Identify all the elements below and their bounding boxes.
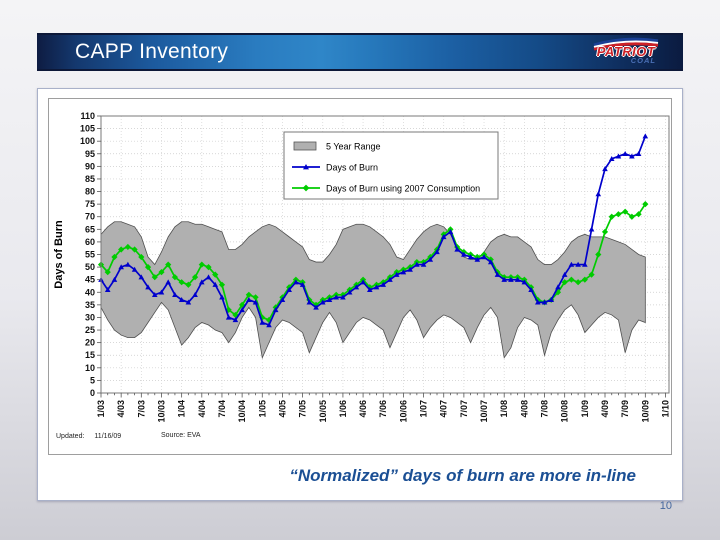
svg-text:7/08: 7/08 (540, 400, 550, 418)
svg-text:1/06: 1/06 (338, 400, 348, 418)
svg-text:10/03: 10/03 (156, 400, 166, 423)
svg-text:1/05: 1/05 (257, 400, 267, 418)
svg-text:10/08: 10/08 (560, 400, 570, 423)
series-line-1 (100, 203, 647, 322)
svg-text:1/09: 1/09 (580, 400, 590, 418)
legend-label-0: 5 Year Range (326, 142, 381, 152)
svg-text:25: 25 (85, 325, 95, 335)
svg-text:7/05: 7/05 (298, 400, 308, 418)
logo-word-patriot: PATRIOT (596, 44, 656, 59)
caption: “Normalized” days of burn are more in-li… (289, 466, 636, 485)
svg-text:1/03: 1/03 (96, 400, 106, 418)
svg-text:55: 55 (85, 250, 95, 260)
logo-swoosh-icon (593, 37, 659, 51)
svg-text:75: 75 (85, 199, 95, 209)
source-label: Source: (161, 432, 186, 439)
svg-text:70: 70 (85, 212, 95, 222)
series-line-0 (100, 135, 647, 327)
svg-text:1/04: 1/04 (177, 400, 187, 418)
svg-text:95: 95 (85, 149, 95, 159)
five-year-range-band (100, 221, 646, 360)
svg-text:1/08: 1/08 (499, 400, 509, 418)
svg-text:4/05: 4/05 (277, 400, 287, 418)
updated-value: 11/16/09 (94, 433, 122, 440)
svg-text:100: 100 (80, 136, 95, 146)
svg-text:0: 0 (90, 388, 95, 398)
svg-text:90: 90 (85, 161, 95, 171)
svg-text:50: 50 (85, 262, 95, 272)
legend-label-2: Days of Burn using 2007 Consumption (326, 184, 480, 194)
svg-text:5: 5 (90, 375, 95, 385)
svg-text:7/04: 7/04 (217, 400, 227, 418)
patriot-coal-logo: PATRIOT COAL (593, 37, 659, 69)
svg-text:10/06: 10/06 (398, 400, 408, 423)
y-axis-title: Days of Burn (53, 220, 65, 289)
svg-text:1/07: 1/07 (419, 400, 429, 418)
updated-label: Updated: (56, 433, 85, 440)
chart-frame: 0 5 10 15 20 25 30 35 40 45 50 55 60 65 70 75 80 85 90 95 10… (48, 98, 672, 455)
svg-text:7/06: 7/06 (378, 400, 388, 418)
svg-text:110: 110 (80, 111, 95, 121)
svg-text:45: 45 (85, 275, 95, 285)
source-note: Source: EVA (161, 432, 201, 439)
svg-text:105: 105 (80, 124, 95, 134)
svg-text:7/09: 7/09 (620, 400, 630, 418)
page-number: 10 (659, 500, 672, 512)
svg-text:4/06: 4/06 (358, 400, 368, 418)
svg-text:10/05: 10/05 (318, 400, 328, 423)
chart-svg: 0 5 10 15 20 25 30 35 40 45 50 55 60 65 70 75 80 85 90 95 10… (53, 111, 670, 423)
svg-text:10/09: 10/09 (640, 400, 650, 423)
title-bar: CAPP Inventory PATRIOT COAL (37, 33, 683, 71)
svg-text:15: 15 (85, 350, 95, 360)
svg-text:60: 60 (85, 237, 95, 247)
legend-box (283, 131, 499, 200)
svg-text:4/04: 4/04 (197, 400, 207, 418)
svg-text:40: 40 (85, 287, 95, 297)
slide-title: CAPP Inventory (75, 40, 229, 63)
svg-text:7/07: 7/07 (459, 400, 469, 418)
source-value: EVA (187, 432, 201, 439)
content-panel: 0 5 10 15 20 25 30 35 40 45 50 55 60 65 70 75 80 85 90 95 10… (37, 88, 683, 501)
svg-text:4/03: 4/03 (116, 400, 126, 418)
svg-text:4/07: 4/07 (439, 400, 449, 418)
svg-text:4/08: 4/08 (519, 400, 529, 418)
svg-text:10/04: 10/04 (237, 400, 247, 423)
svg-text:35: 35 (85, 300, 95, 310)
svg-text:4/09: 4/09 (600, 400, 610, 418)
svg-text:1/10: 1/10 (660, 400, 670, 418)
svg-text:10: 10 (85, 363, 95, 373)
legend-label-1: Days of Burn (326, 163, 378, 173)
updated-note: Updated: 11/16/09 (56, 433, 121, 440)
svg-text:65: 65 (85, 224, 95, 234)
svg-text:20: 20 (85, 338, 95, 348)
svg-text:80: 80 (85, 187, 95, 197)
svg-text:85: 85 (85, 174, 95, 184)
logo-word-coal: COAL (630, 56, 656, 65)
svg-text:7/03: 7/03 (136, 400, 146, 418)
svg-text:10/07: 10/07 (479, 400, 489, 423)
svg-text:30: 30 (85, 312, 95, 322)
